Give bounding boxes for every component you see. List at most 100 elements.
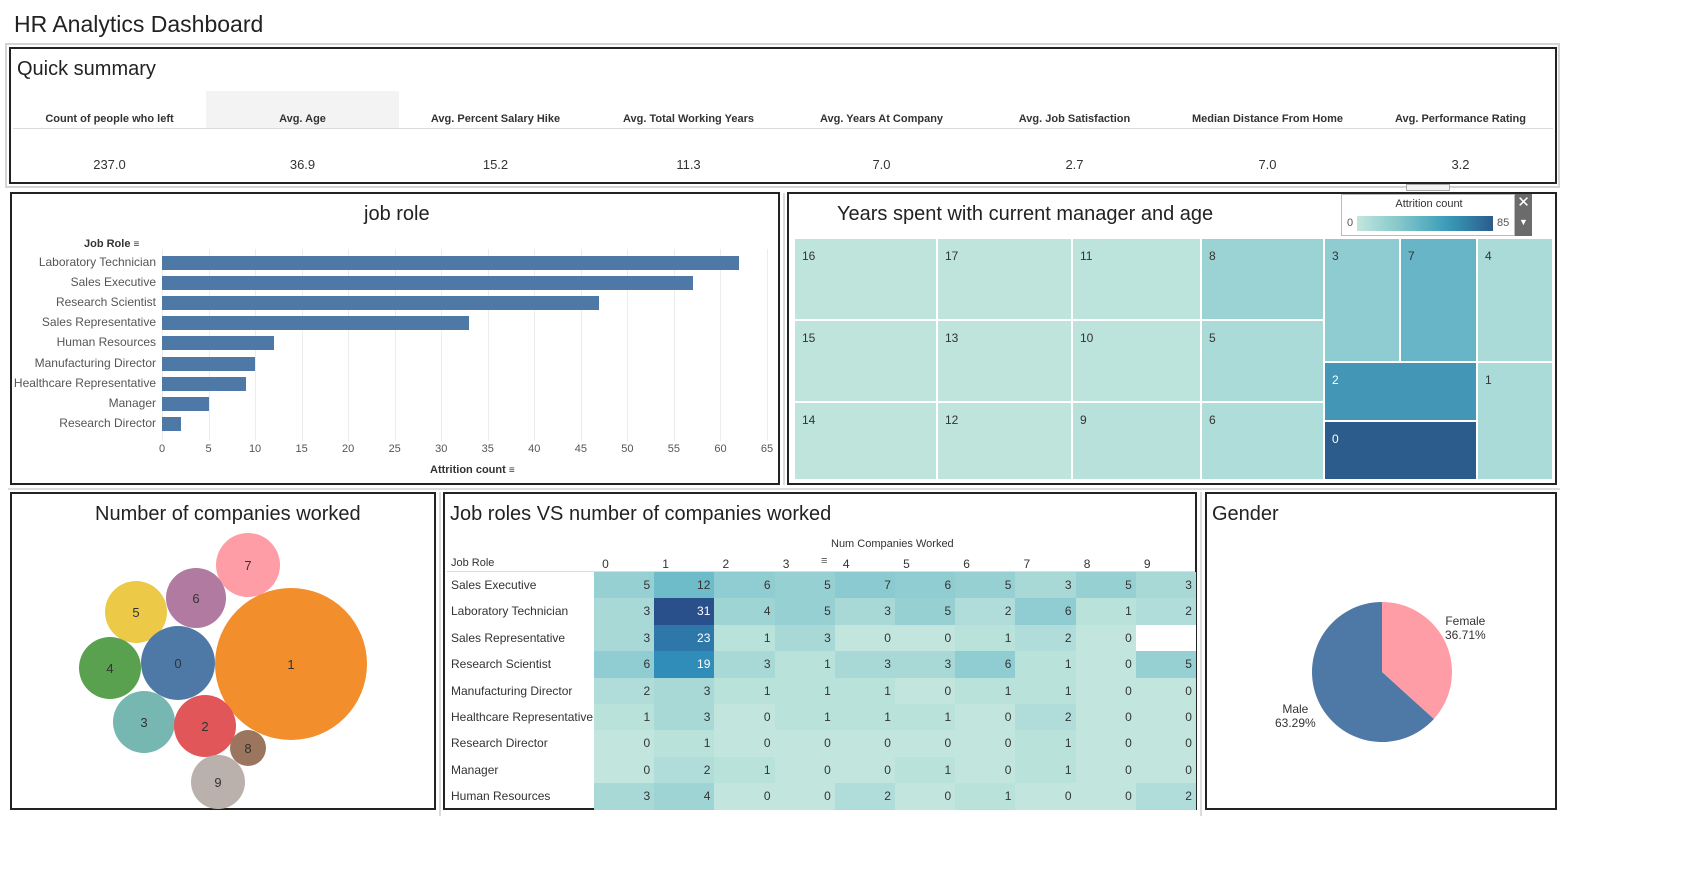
heatmap-cell[interactable]: 3: [1135, 572, 1196, 599]
heatmap-cell[interactable]: 12: [654, 572, 715, 599]
treemap-cell[interactable]: 9: [1072, 402, 1201, 480]
sort-icon[interactable]: ≡: [508, 465, 515, 476]
bubble[interactable]: 7: [216, 533, 280, 597]
heatmap-cell[interactable]: 3: [895, 651, 956, 678]
treemap-cell[interactable]: 7: [1400, 238, 1477, 362]
heatmap-cell[interactable]: 6: [594, 651, 655, 678]
heatmap-cell[interactable]: 0: [834, 730, 895, 757]
heatmap-cell[interactable]: 3: [834, 651, 895, 678]
heatmap-cell[interactable]: 19: [654, 651, 715, 678]
heatmap-cell[interactable]: 6: [895, 572, 956, 599]
legend-grip-handle[interactable]: [1406, 184, 1450, 191]
treemap-cell[interactable]: 10: [1072, 320, 1201, 402]
heatmap-cell[interactable]: 6: [955, 651, 1016, 678]
treemap-cell[interactable]: 5: [1201, 320, 1324, 402]
heatmap-cell[interactable]: 3: [594, 783, 655, 810]
heatmap-cell[interactable]: 3: [654, 704, 715, 731]
heatmap-cell[interactable]: 0: [594, 756, 655, 784]
bubble[interactable]: 3: [113, 691, 175, 753]
heatmap-cell[interactable]: 2: [1135, 783, 1196, 810]
heatmap-cell[interactable]: 3: [1015, 572, 1076, 599]
bar[interactable]: [162, 316, 470, 331]
treemap-cell[interactable]: 13: [937, 320, 1072, 402]
close-icon[interactable]: ✕: [1517, 194, 1530, 211]
heatmap-cell[interactable]: 0: [1135, 704, 1196, 731]
attrition-legend[interactable]: Attrition count 0 85: [1341, 194, 1515, 236]
legend-control-bar[interactable]: ✕ ▼: [1515, 194, 1532, 236]
heatmap-cell[interactable]: 2: [955, 598, 1016, 625]
heatmap-cell[interactable]: 0: [1075, 704, 1136, 731]
bar[interactable]: [162, 416, 181, 431]
heatmap-cell[interactable]: 1: [955, 624, 1016, 652]
heatmap-cell[interactable]: 6: [1015, 598, 1076, 625]
pie-slice-male[interactable]: [1312, 602, 1434, 742]
heatmap-cell[interactable]: 1: [1075, 598, 1136, 625]
heatmap-cell[interactable]: 0: [834, 756, 895, 784]
heatmap-cell[interactable]: 5: [1135, 651, 1196, 678]
heatmap-cell[interactable]: 1: [774, 677, 835, 704]
heatmap-cell[interactable]: 1: [834, 704, 895, 731]
heatmap-cell[interactable]: 0: [774, 756, 835, 784]
heatmap-cell[interactable]: 5: [1075, 572, 1136, 599]
bubble[interactable]: 4: [79, 637, 141, 699]
heatmap-cell[interactable]: 0: [594, 730, 655, 757]
bubble[interactable]: 8: [230, 730, 266, 766]
heatmap-cell[interactable]: 23: [654, 624, 715, 652]
heatmap-cell[interactable]: 3: [654, 677, 715, 704]
heatmap-cell[interactable]: 0: [774, 783, 835, 810]
treemap-cell[interactable]: 4: [1477, 238, 1553, 362]
heatmap-cell[interactable]: 2: [1135, 598, 1196, 625]
heatmap-cell[interactable]: 0: [834, 624, 895, 652]
heatmap-cell[interactable]: 1: [714, 624, 775, 652]
heatmap-cell[interactable]: 0: [895, 677, 956, 704]
heatmap-cell[interactable]: 1: [955, 783, 1016, 810]
heatmap-cell[interactable]: 1: [1015, 651, 1076, 678]
heatmap-cell[interactable]: 0: [714, 783, 775, 810]
treemap-cell[interactable]: 17: [937, 238, 1072, 320]
treemap-cell[interactable]: 2: [1324, 362, 1477, 421]
treemap-cell[interactable]: 15: [794, 320, 937, 402]
bar[interactable]: [162, 376, 246, 391]
heatmap-cell[interactable]: 0: [714, 704, 775, 731]
heatmap-cell[interactable]: 4: [654, 783, 715, 810]
heatmap-cell[interactable]: 0: [1075, 624, 1136, 652]
treemap-cell[interactable]: 8: [1201, 238, 1324, 320]
treemap-cell[interactable]: 12: [937, 402, 1072, 480]
bar[interactable]: [162, 336, 274, 351]
heatmap-cell[interactable]: 0: [1135, 756, 1196, 784]
bar[interactable]: [162, 296, 600, 311]
heatmap-cell[interactable]: 6: [714, 572, 775, 599]
heatmap-cell[interactable]: 0: [1075, 756, 1136, 784]
heatmap-cell[interactable]: 0: [895, 624, 956, 652]
heatmap-cell[interactable]: 4: [714, 598, 775, 625]
heatmap-cell[interactable]: 1: [594, 704, 655, 731]
bubble[interactable]: 0: [141, 626, 215, 700]
chevron-down-icon[interactable]: ▼: [1519, 217, 1528, 227]
heatmap-cell[interactable]: 5: [774, 572, 835, 599]
treemap-cell[interactable]: 3: [1324, 238, 1400, 362]
heatmap-cell[interactable]: 1: [1015, 756, 1076, 784]
heatmap-cell[interactable]: 0: [1135, 730, 1196, 757]
heatmap-cell[interactable]: 0: [1075, 677, 1136, 704]
heatmap-cell[interactable]: 0: [1135, 677, 1196, 704]
heatmap-cell[interactable]: 5: [895, 598, 956, 625]
heatmap-cell[interactable]: 1: [654, 730, 715, 757]
heatmap-cell[interactable]: 1: [895, 704, 956, 731]
bubble[interactable]: 6: [166, 568, 226, 628]
heatmap-cell[interactable]: 1: [774, 704, 835, 731]
treemap-cell[interactable]: 16: [794, 238, 937, 320]
heatmap-cell[interactable]: 5: [955, 572, 1016, 599]
sort-icon[interactable]: ≡: [821, 555, 828, 567]
heatmap-cell[interactable]: 1: [774, 651, 835, 678]
heatmap-cell[interactable]: 0: [1075, 651, 1136, 678]
heatmap-cell[interactable]: 3: [714, 651, 775, 678]
bar[interactable]: [162, 276, 693, 291]
heatmap-cell[interactable]: 5: [774, 598, 835, 625]
heatmap-cell[interactable]: 2: [654, 756, 715, 784]
heatmap-cell[interactable]: 1: [955, 677, 1016, 704]
pie-slice-female[interactable]: [1382, 602, 1452, 719]
heatmap-cell[interactable]: 2: [834, 783, 895, 810]
heatmap-cell[interactable]: 1: [895, 756, 956, 784]
bubble[interactable]: 2: [174, 695, 236, 757]
bubble[interactable]: 9: [191, 755, 245, 809]
